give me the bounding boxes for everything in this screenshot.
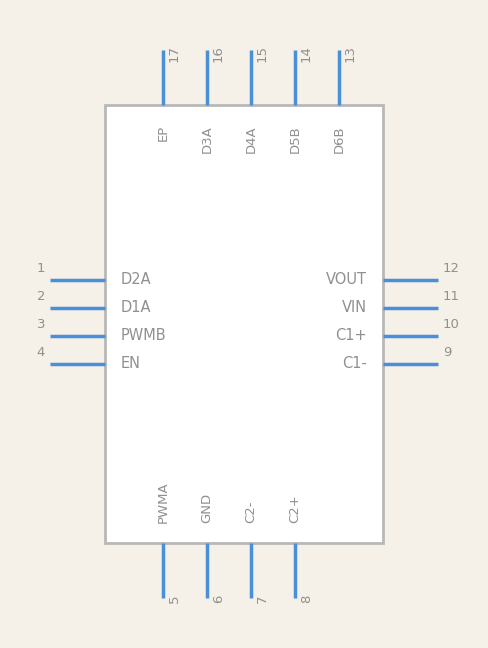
Text: 9: 9 <box>443 346 451 359</box>
Text: VOUT: VOUT <box>326 273 367 288</box>
Text: 17: 17 <box>168 45 181 62</box>
Text: 12: 12 <box>443 262 460 275</box>
Text: C2-: C2- <box>244 500 258 523</box>
Text: 15: 15 <box>256 45 269 62</box>
Text: D1A: D1A <box>121 301 151 316</box>
Text: PWMB: PWMB <box>121 329 166 343</box>
Text: D3A: D3A <box>201 125 214 153</box>
Text: EN: EN <box>121 356 141 371</box>
Text: C1-: C1- <box>342 356 367 371</box>
Text: D4A: D4A <box>244 125 258 153</box>
Text: 10: 10 <box>443 318 460 331</box>
Bar <box>105 105 383 543</box>
Text: 8: 8 <box>300 595 313 603</box>
Text: 4: 4 <box>37 346 45 359</box>
Text: D6B: D6B <box>332 125 346 153</box>
Text: VIN: VIN <box>342 301 367 316</box>
Text: 16: 16 <box>212 45 225 62</box>
Text: C1+: C1+ <box>335 329 367 343</box>
Text: 1: 1 <box>37 262 45 275</box>
Text: 5: 5 <box>168 594 181 603</box>
Text: 6: 6 <box>212 595 225 603</box>
Text: 13: 13 <box>344 45 357 62</box>
Text: 11: 11 <box>443 290 460 303</box>
Text: 2: 2 <box>37 290 45 303</box>
Text: D2A: D2A <box>121 273 152 288</box>
Text: 14: 14 <box>300 45 313 62</box>
Text: EP: EP <box>157 125 169 141</box>
Text: D5B: D5B <box>288 125 302 153</box>
Text: PWMA: PWMA <box>157 481 169 523</box>
Text: C2+: C2+ <box>288 494 302 523</box>
Text: 3: 3 <box>37 318 45 331</box>
Text: GND: GND <box>201 493 214 523</box>
Text: 7: 7 <box>256 594 269 603</box>
